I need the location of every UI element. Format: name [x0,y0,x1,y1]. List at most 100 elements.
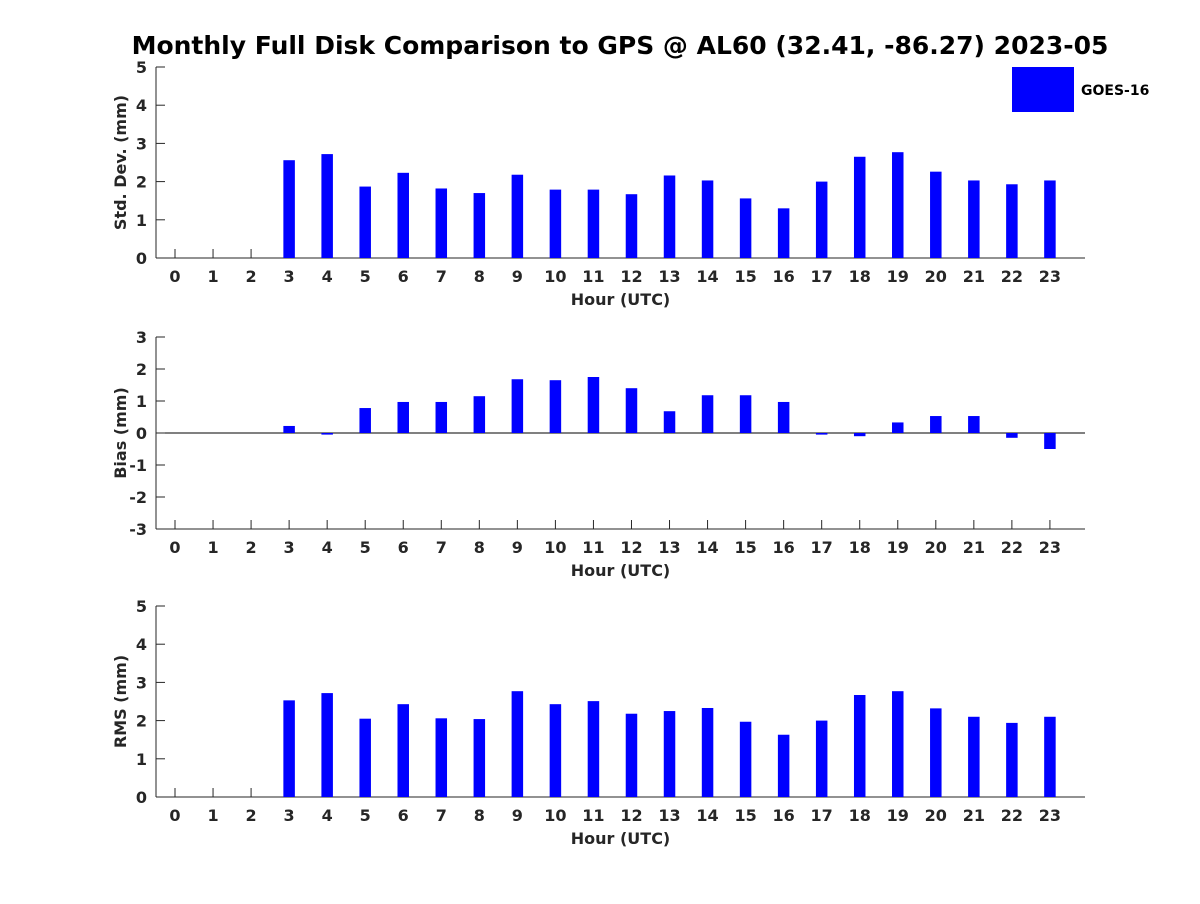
rms-x-axis-label: Hour (UTC) [571,829,671,848]
chart-title: Monthly Full Disk Comparison to GPS @ AL… [132,31,1109,60]
std-dev-bar [663,175,676,258]
rms-bar [359,718,371,797]
bias-bar [1006,433,1018,438]
rms-bar [397,704,409,797]
rms-x-tick-label: 0 [169,806,180,825]
bias-x-tick-label: 1 [207,538,218,557]
rms-x-tick-label: 17 [811,806,833,825]
rms-x-tick-label: 21 [963,806,985,825]
rms-x-tick-label: 12 [620,806,642,825]
rms-x-tick-label: 8 [474,806,485,825]
bias-bar [473,396,486,433]
bias-x-tick-label: 17 [811,538,833,557]
bias-y-tick-label: 1 [136,392,147,411]
bias-bar [701,395,714,433]
std-dev-x-tick-label: 10 [544,267,566,286]
rms-x-tick-label: 23 [1039,806,1061,825]
bias-x-tick-label: 9 [512,538,523,557]
rms-x-tick-label: 2 [246,806,257,825]
std-dev-x-tick-label: 17 [811,267,833,286]
rms-bar [625,713,638,797]
rms-bar [815,720,828,797]
bias-y-tick-label: 3 [136,328,147,347]
rms-x-tick-label: 18 [849,806,871,825]
bias-x-tick-label: 4 [322,538,333,557]
std-dev-x-axis-label: Hour (UTC) [571,290,671,309]
bias-bar [359,408,371,433]
rms-x-tick-label: 13 [658,806,680,825]
bias-x-tick-label: 19 [887,538,909,557]
bias-bar [321,433,333,435]
std-dev-y-tick-label: 5 [136,58,147,77]
bias-x-tick-label: 2 [246,538,257,557]
bias-x-tick-label: 5 [360,538,371,557]
std-dev-bar [587,189,600,258]
rms-x-tick-label: 9 [512,806,523,825]
std-dev-x-tick-label: 21 [963,267,985,286]
std-dev-x-tick-label: 5 [360,267,371,286]
rms-x-tick-label: 3 [284,806,295,825]
bias-bar [397,401,409,433]
bias-x-tick-label: 7 [436,538,447,557]
std-dev-x-tick-label: 8 [474,267,485,286]
std-dev-y-tick-label: 3 [136,134,147,153]
bias-y-tick-label: -2 [129,488,147,507]
bias-bar [968,416,980,433]
bias-bar [892,422,904,433]
rms-x-tick-label: 19 [887,806,909,825]
std-dev-x-tick-label: 3 [284,267,295,286]
rms-bar [663,711,676,797]
legend: GOES-16 [1012,67,1149,112]
bias-x-tick-label: 11 [582,538,604,557]
std-dev-x-tick-label: 4 [322,267,333,286]
std-dev-x-tick-label: 19 [887,267,909,286]
bias-x-tick-label: 22 [1001,538,1023,557]
rms-bar [777,734,790,797]
rms-x-tick-label: 6 [398,806,409,825]
bias-y-tick-label: -3 [129,520,147,539]
std-dev-bar [359,186,371,258]
std-dev-y-axis-label: Std. Dev. (mm) [111,95,130,230]
rms-y-tick-label: 2 [136,712,147,731]
std-dev-bar [473,193,486,258]
bias-y-axis-label: Bias (mm) [111,387,130,479]
std-dev-x-tick-label: 22 [1001,267,1023,286]
std-dev-bar [739,198,752,258]
bias-y-tick-label: 0 [136,424,147,443]
rms-x-tick-label: 7 [436,806,447,825]
rms-bar [549,704,562,797]
bias-x-tick-label: 23 [1039,538,1061,557]
std-dev-x-tick-label: 0 [169,267,180,286]
std-dev-bar [892,152,904,258]
bias-x-tick-label: 14 [696,538,718,557]
rms-y-tick-label: 1 [136,750,147,769]
rms-y-tick-label: 5 [136,597,147,616]
std-dev-x-tick-label: 11 [582,267,604,286]
rms-x-tick-label: 1 [207,806,218,825]
std-dev-x-tick-label: 2 [246,267,257,286]
rms-x-tick-label: 4 [322,806,333,825]
rms-bar [853,695,866,797]
std-dev-bar [397,172,409,258]
std-dev-bar [1044,180,1056,258]
std-dev-x-tick-label: 7 [436,267,447,286]
bias-bar [663,411,676,433]
std-dev-x-tick-label: 18 [849,267,871,286]
bias-x-tick-label: 20 [925,538,947,557]
rms-y-tick-label: 3 [136,673,147,692]
legend-swatch [1012,67,1074,112]
rms-y-tick-label: 4 [136,635,147,654]
rms-bar [587,701,600,797]
std-dev-x-tick-label: 13 [658,267,680,286]
std-dev-y-tick-label: 1 [136,211,147,230]
std-dev-x-tick-label: 15 [734,267,756,286]
rms-x-tick-label: 22 [1001,806,1023,825]
std-dev-bar [1006,184,1018,258]
bias-x-tick-label: 13 [658,538,680,557]
std-dev-x-tick-label: 12 [620,267,642,286]
rms-bar [739,721,752,797]
